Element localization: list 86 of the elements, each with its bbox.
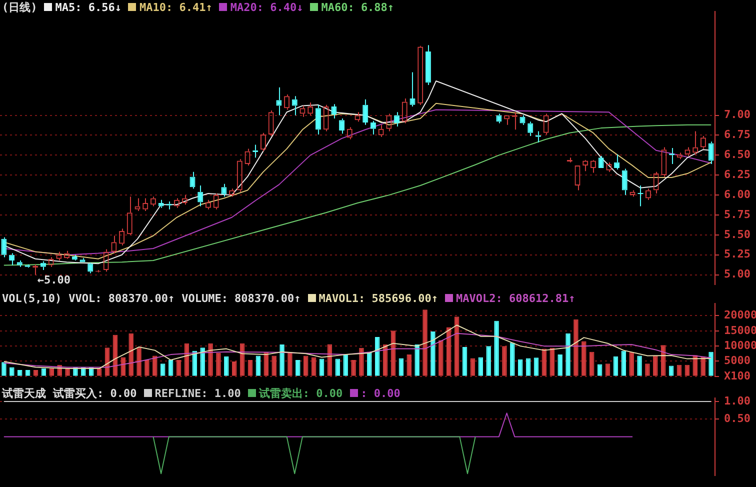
bar	[152, 356, 158, 376]
bar	[486, 346, 491, 376]
y-tick-label: 6.00	[724, 188, 750, 201]
y-tick-label: 5.75	[724, 208, 750, 221]
bar	[224, 356, 229, 376]
bar	[359, 348, 364, 376]
bar	[566, 333, 570, 376]
annotation: 试雷买入: 0.00	[53, 387, 137, 400]
bar	[136, 348, 142, 376]
candlestick	[16, 260, 22, 268]
bar	[288, 352, 292, 376]
bar	[629, 352, 634, 376]
bar	[296, 360, 300, 376]
candlestick	[221, 183, 227, 198]
annotation: ←5.00	[37, 274, 70, 287]
candlestick	[520, 114, 526, 126]
candlestick	[425, 44, 431, 86]
candlestick	[198, 184, 204, 207]
y-tick-label: 5.50	[724, 228, 750, 241]
y-tick-label: 5.00	[724, 268, 750, 281]
y-tick-label: X100	[724, 369, 750, 382]
legend-label: MAVOL2: 608612.81↑	[455, 292, 576, 305]
bar	[494, 320, 499, 376]
candlestick	[80, 258, 86, 262]
bar	[414, 344, 420, 376]
bar	[367, 352, 372, 376]
chart-title: 试雷天成	[2, 387, 46, 400]
y-tick-label: 1.00	[724, 394, 750, 408]
bar	[502, 346, 507, 376]
bar	[10, 367, 14, 376]
legend-label: MA5: 6.56↓	[54, 1, 122, 14]
bar	[351, 360, 356, 376]
y-tick-label: 5.25	[724, 248, 750, 261]
bar	[637, 356, 642, 376]
bar	[200, 348, 205, 376]
candlestick	[315, 104, 321, 135]
candlestick	[410, 72, 416, 108]
bar	[700, 356, 706, 376]
candlestick	[1, 236, 7, 258]
annotation: VVOL: 808370.00↑	[68, 292, 175, 305]
bar	[430, 332, 436, 376]
candlestick	[292, 96, 298, 116]
candlestick	[708, 141, 714, 164]
candlestick	[637, 184, 644, 207]
y-tick-label: 6.75	[724, 128, 750, 142]
candlestick	[528, 121, 534, 137]
bar	[144, 360, 150, 376]
candlestick	[40, 260, 46, 271]
bar	[216, 353, 221, 376]
annotation: VOLUME: 808370.00↑	[182, 292, 301, 305]
legend-label: MAVOL1: 585696.00↑	[318, 292, 438, 305]
candlestick	[362, 98, 368, 126]
legend-label: : 0.00	[360, 387, 400, 400]
y-tick-label: 7.00	[724, 108, 750, 122]
bar	[2, 362, 6, 376]
bar	[653, 356, 658, 376]
legend-label: MA20: 6.40↓	[229, 1, 304, 14]
legend-label: REFLINE: 1.00	[154, 387, 241, 400]
bar	[510, 342, 515, 376]
candlestick	[276, 86, 282, 116]
candlestick	[496, 113, 502, 124]
bar	[574, 319, 578, 376]
legend-label: MA10: 6.41↑	[138, 1, 212, 14]
chart-title: (日线)	[2, 1, 38, 14]
bar	[582, 341, 586, 376]
bar	[645, 364, 650, 376]
y-tick-label: 5000	[724, 354, 750, 368]
bar	[208, 343, 213, 376]
chart-title: VOL(5,10)	[2, 292, 62, 305]
legend-label: 试雷卖出: 0.00	[258, 387, 343, 400]
y-tick-label: 0.50	[724, 412, 750, 425]
bar	[438, 340, 444, 376]
bar	[128, 333, 134, 376]
bar	[343, 354, 348, 376]
candlestick	[190, 171, 196, 190]
y-tick-label: 6.25	[724, 168, 750, 181]
legend-label: MA60: 6.88↑	[320, 1, 394, 14]
y-tick-label: 6.50	[724, 148, 750, 162]
candlestick	[622, 168, 628, 196]
bar	[272, 356, 276, 376]
candlestick	[339, 118, 345, 134]
candlestick	[598, 155, 604, 168]
bar	[558, 354, 562, 376]
bar	[708, 352, 714, 376]
bar	[280, 344, 284, 376]
bar	[422, 310, 428, 376]
